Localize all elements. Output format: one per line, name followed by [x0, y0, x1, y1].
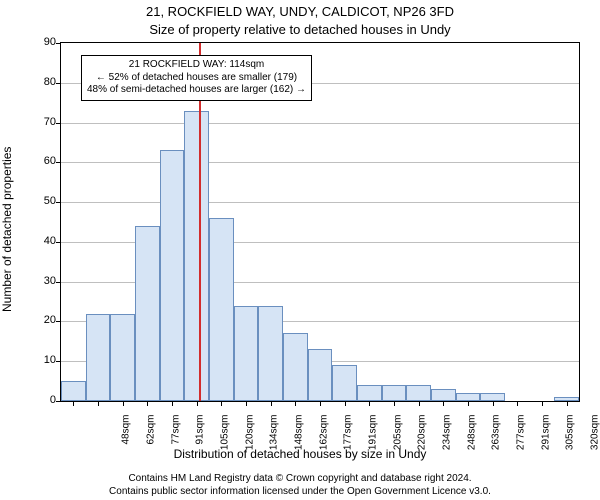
- x-tick-mark: [443, 401, 444, 406]
- y-axis-label: Number of detached properties: [0, 57, 14, 222]
- x-tick-mark: [73, 401, 74, 406]
- histogram-bar: [308, 349, 333, 401]
- x-tick-mark: [98, 401, 99, 406]
- histogram-bar: [61, 381, 86, 401]
- y-tick-label: 70: [16, 116, 56, 128]
- x-tick-mark: [468, 401, 469, 406]
- y-tick-label: 50: [16, 195, 56, 207]
- plot-area: 21 ROCKFIELD WAY: 114sqm ← 52% of detach…: [60, 42, 580, 402]
- y-tick-label: 80: [16, 76, 56, 88]
- y-tick-mark: [56, 202, 61, 203]
- x-tick-mark: [394, 401, 395, 406]
- y-tick-mark: [56, 321, 61, 322]
- x-tick-mark: [172, 401, 173, 406]
- histogram-bar: [234, 306, 259, 401]
- gridline: [61, 162, 579, 163]
- y-tick-label: 40: [16, 235, 56, 247]
- histogram-bar: [480, 393, 505, 401]
- histogram-bar: [406, 385, 431, 401]
- x-tick-mark: [517, 401, 518, 406]
- footer-line-2: Contains public sector information licen…: [0, 485, 600, 498]
- y-tick-mark: [56, 401, 61, 402]
- annotation-line-2: ← 52% of detached houses are smaller (17…: [87, 72, 306, 85]
- x-tick-mark: [493, 401, 494, 406]
- histogram-bar: [110, 314, 135, 402]
- x-tick-mark: [147, 401, 148, 406]
- x-tick-mark: [197, 401, 198, 406]
- y-tick-label: 10: [16, 354, 56, 366]
- histogram-bar: [86, 314, 111, 402]
- x-axis-label: Distribution of detached houses by size …: [0, 447, 600, 461]
- y-tick-mark: [56, 361, 61, 362]
- y-tick-label: 20: [16, 314, 56, 326]
- y-tick-mark: [56, 162, 61, 163]
- x-tick-mark: [345, 401, 346, 406]
- y-tick-mark: [56, 123, 61, 124]
- gridline: [61, 202, 579, 203]
- y-tick-label: 0: [16, 394, 56, 406]
- x-tick-mark: [369, 401, 370, 406]
- y-tick-mark: [56, 83, 61, 84]
- histogram-bar: [160, 150, 185, 401]
- x-tick-mark: [320, 401, 321, 406]
- annotation-line-3: 48% of semi-detached houses are larger (…: [87, 84, 306, 97]
- x-tick-mark: [542, 401, 543, 406]
- histogram-bar: [184, 111, 209, 401]
- title-line-2: Size of property relative to detached ho…: [0, 22, 600, 37]
- title-line-1: 21, ROCKFIELD WAY, UNDY, CALDICOT, NP26 …: [0, 4, 600, 19]
- histogram-bar: [258, 306, 283, 401]
- x-tick-mark: [123, 401, 124, 406]
- x-tick-mark: [271, 401, 272, 406]
- y-tick-mark: [56, 242, 61, 243]
- annotation-box: 21 ROCKFIELD WAY: 114sqm ← 52% of detach…: [81, 55, 312, 101]
- x-tick-mark: [295, 401, 296, 406]
- x-tick-mark: [221, 401, 222, 406]
- chart-container: 21, ROCKFIELD WAY, UNDY, CALDICOT, NP26 …: [0, 0, 600, 500]
- y-tick-label: 30: [16, 275, 56, 287]
- x-tick-mark: [567, 401, 568, 406]
- y-tick-mark: [56, 43, 61, 44]
- annotation-line-1: 21 ROCKFIELD WAY: 114sqm: [87, 59, 306, 72]
- histogram-bar: [431, 389, 456, 401]
- histogram-bar: [283, 333, 308, 401]
- footer-attribution: Contains HM Land Registry data © Crown c…: [0, 472, 600, 498]
- y-tick-label: 90: [16, 36, 56, 48]
- x-tick-mark: [419, 401, 420, 406]
- footer-line-1: Contains HM Land Registry data © Crown c…: [0, 472, 600, 485]
- y-tick-label: 60: [16, 155, 56, 167]
- y-tick-mark: [56, 282, 61, 283]
- histogram-bar: [209, 218, 234, 401]
- gridline: [61, 123, 579, 124]
- histogram-bar: [456, 393, 481, 401]
- histogram-bar: [332, 365, 357, 401]
- x-tick-mark: [246, 401, 247, 406]
- histogram-bar: [135, 226, 160, 401]
- histogram-bar: [382, 385, 407, 401]
- histogram-bar: [357, 385, 382, 401]
